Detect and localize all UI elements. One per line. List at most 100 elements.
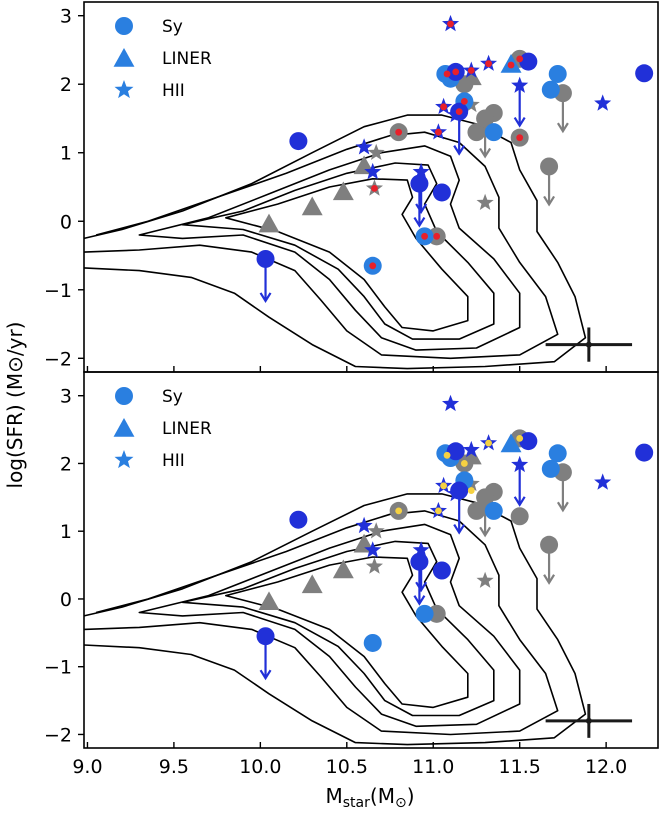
contour-3 (138, 145, 521, 351)
sy-point-3 (432, 183, 451, 202)
hii-upper-limit-arrow-1-head (415, 203, 428, 215)
bottom-frame (83, 371, 659, 749)
top-highlight-dot-2 (433, 232, 441, 240)
grey-triangle-point-11 (460, 445, 482, 465)
top-highlight-dot-1 (421, 232, 428, 240)
top-legend-liner-marker (113, 48, 135, 67)
grey-upper-limit-arrow-1-head (556, 122, 569, 134)
x-axis-label-main: M (326, 784, 343, 808)
top-legend-label-sy: Sy (162, 17, 183, 37)
bottom-legend-label-hii: HII (162, 451, 185, 471)
grey-upper-limit-point-0 (476, 488, 495, 507)
top-highlight-dot-10 (440, 103, 448, 111)
grey-triangle-point-9 (332, 181, 354, 201)
sy-upper-limit-point-0 (256, 627, 275, 646)
sy-point-2 (415, 604, 434, 623)
sy-upper-limit-arrow-2-head (453, 523, 466, 535)
x-tick-label-3: 10.5 (326, 756, 368, 778)
hii-point-6 (447, 106, 465, 123)
grey-star-point-14 (476, 193, 494, 210)
top-legend-hii-marker (114, 80, 134, 99)
panel-bottom: −2 −1 0 1 2 3 Sy LINER HII (44, 371, 659, 749)
contour-5 (225, 178, 469, 332)
top-y-tick-label-5: 3 (60, 6, 72, 28)
bottom-legend-sy-marker (115, 387, 133, 405)
sy-point-0 (289, 132, 308, 151)
hii-point-1 (364, 541, 382, 558)
bottom-highlight-dot-5 (485, 439, 492, 447)
top-y-tick-label-3: 1 (60, 143, 72, 165)
top-legend-label-liner: LINER (162, 49, 212, 69)
bottom-highlight-dot-3 (460, 460, 468, 467)
sy-upper-limit-point-0 (256, 249, 275, 268)
contour-2 (83, 131, 559, 360)
hii-point-1 (364, 162, 382, 180)
sy-upper-limit-arrow-0-head (259, 669, 272, 681)
hii-point-10 (594, 94, 612, 111)
grey-triangle-point-7 (258, 213, 280, 233)
top-highlight-dot-0 (369, 262, 377, 270)
sy-point-3 (432, 561, 451, 580)
bottom-highlight-dot-7 (467, 487, 475, 494)
contour-1 (83, 493, 587, 746)
x-axis-label: Mstar(M⊙) (326, 784, 415, 811)
bottom-y-tick-label-1: −1 (44, 657, 72, 679)
contour-1 (83, 114, 587, 370)
hii-point-2 (412, 162, 430, 180)
grey-star-point-12 (367, 522, 385, 539)
x-axis-label-sub: star (343, 795, 370, 811)
grey-upper-limit-point-0 (476, 109, 495, 128)
bottom-legend-label-liner: LINER (162, 419, 212, 439)
top-highlight-dot-15 (371, 184, 378, 192)
grey-triangle-point-8 (301, 196, 323, 216)
grey-triangle-point-11 (460, 66, 482, 86)
grey-upper-limit-arrow-2-head (543, 195, 556, 207)
bottom-highlight-dot-2 (443, 451, 451, 459)
x-axis-label-close: ) (407, 784, 415, 808)
sy-point-11 (548, 444, 567, 463)
top-highlight-dot-9 (507, 61, 515, 69)
contour-2 (83, 510, 559, 736)
bottom-y-tick-label-0: −2 (44, 724, 72, 746)
top-highlight-dot-13 (485, 60, 492, 68)
bottom-highlight-dot-1 (516, 434, 524, 442)
grey-upper-limit-arrow-1-head (556, 501, 569, 513)
x-tick-label-5: 11.5 (499, 756, 541, 778)
sy-point-12 (635, 64, 654, 83)
hii-upper-limit-arrow-1-head (415, 581, 428, 593)
grey-star-point-13 (365, 557, 383, 574)
top-highlight-dot-4 (516, 134, 524, 142)
top-highlight-dot-7 (452, 68, 460, 76)
grey-circle-point-1 (467, 501, 486, 520)
bottom-legend-hii-marker (114, 450, 134, 469)
sy-upper-limit-arrow-0-head (259, 292, 272, 304)
grey-triangle-point-7 (258, 591, 280, 611)
top-y-tick-label-0: −2 (44, 348, 72, 370)
hii-point-0 (355, 516, 373, 534)
x-axis-label-unit: (M (370, 784, 395, 808)
bottom-y-tick-label-4: 2 (60, 453, 72, 475)
y-axis-label: log(SFR) (M⊙/yr) (3, 322, 27, 489)
top-highlight-dot-6 (443, 70, 451, 78)
x-tick-label-6: 12.0 (585, 756, 627, 778)
sy-point-9 (519, 52, 538, 71)
hii-upper-limit-arrow-0-head (513, 496, 526, 507)
grey-upper-limit-arrow-2-head (543, 574, 556, 585)
bottom-y-tick-label-3: 1 (60, 521, 72, 543)
hii-point-2 (412, 541, 430, 558)
top-y-tick-label-1: −1 (44, 280, 72, 302)
sy-point-1 (363, 633, 382, 652)
contour-5 (225, 556, 469, 709)
hii-point-9 (511, 76, 529, 93)
x-tick-label-0: 9.0 (72, 756, 102, 778)
x-tick-labels: 9.0 9.5 10.0 10.5 11.0 11.5 12.0 (72, 756, 627, 778)
bottom-error-bar-center (585, 717, 592, 724)
grey-triangle-point-8 (301, 574, 323, 594)
top-legend-sy-marker (115, 17, 133, 35)
sy-upper-limit-arrow-2-head (453, 145, 466, 156)
panel-top: −2 −1 0 1 2 3 Sy LINER HII (44, 1, 659, 373)
hii-point-5 (442, 394, 460, 412)
bottom-highlight-dot-0 (395, 507, 403, 515)
grey-upper-limit-arrow-0-head (479, 526, 492, 538)
